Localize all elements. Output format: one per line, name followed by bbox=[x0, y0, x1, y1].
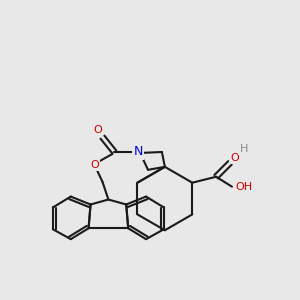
Text: O: O bbox=[93, 125, 102, 135]
Text: N: N bbox=[134, 146, 143, 158]
Text: OH: OH bbox=[235, 182, 252, 192]
Text: O: O bbox=[90, 160, 99, 170]
Text: O: O bbox=[230, 153, 239, 163]
Text: H: H bbox=[240, 144, 248, 154]
